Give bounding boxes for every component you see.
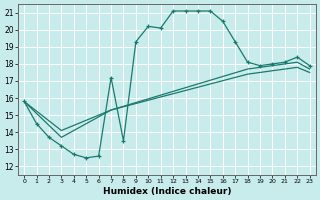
X-axis label: Humidex (Indice chaleur): Humidex (Indice chaleur) xyxy=(103,187,231,196)
